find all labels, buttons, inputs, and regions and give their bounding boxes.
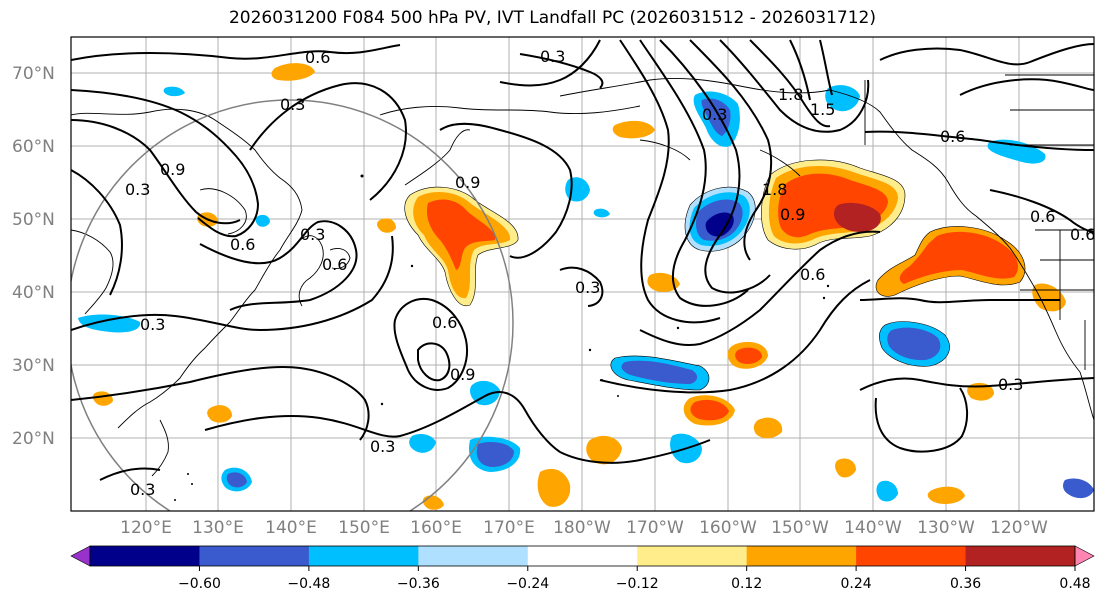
contour-labels: 0.6 0.3 0.3 0.6 0.9 0.3 0.6 0.9 0.3 0.6 … [125,47,1095,499]
contour-label: 0.3 [370,437,395,456]
colorbar-segment [527,546,638,566]
contour-label: 1.5 [810,100,835,119]
lon-label: 170°E [483,518,535,538]
lat-label: 30°N [12,356,55,376]
colorbar-segment [856,546,967,566]
contour-label: 0.6 [230,235,255,254]
longitude-labels: 120°E 130°E 140°E 150°E 160°E 170°E 180°… [120,518,1048,538]
colorbar-segment [308,546,419,566]
lon-label: 120°W [990,518,1048,538]
anomaly-outlines [404,159,1026,391]
colorbar-segment [418,546,529,566]
contour-label: 0.6 [800,265,825,284]
contour-label: 0.3 [540,47,565,66]
colorbar-tick-label: 0.36 [950,576,981,592]
lon-label: 150°E [338,518,390,538]
latitude-labels: 70°N 60°N 50°N 40°N 30°N 20°N [12,64,55,449]
lat-label: 40°N [12,283,55,303]
contour-label: 0.3 [280,95,305,114]
colorbar-tick-label: −0.60 [178,576,221,592]
lon-label: 120°E [120,518,172,538]
contour-label: 0.9 [450,365,475,384]
map-frame [70,36,1095,512]
contour-label: 0.6 [432,313,457,332]
contour-label: 0.6 [322,255,347,274]
colorbar-tick-label: 0.48 [1059,576,1090,592]
colorbar: −0.60 −0.48 −0.36 −0.24 −0.12 0.12 0.24 0.36 0.4… [70,545,1095,592]
contour-label: 0.9 [160,160,185,179]
coastlines [71,74,1094,477]
lat-label: 70°N [12,64,55,84]
pv-contours [71,39,1094,481]
map-title: 2026031200 F084 500 hPa PV, IVT Landfall… [228,8,876,28]
colorbar-segment [746,546,857,566]
lat-label: 50°N [12,210,55,230]
contour-label: 0.6 [1030,207,1055,226]
colorbar-extension-high [1074,545,1095,567]
colorbar-tick-label: −0.48 [287,576,330,592]
contour-label: 0.6 [305,48,330,67]
contour-label: 0.3 [300,225,325,244]
colorbar-tick-label: 0.24 [841,576,872,592]
lon-label: 180°W [553,518,611,538]
colorbar-segment [637,546,748,566]
lon-label: 140°W [844,518,902,538]
lat-label: 20°N [12,429,55,449]
lon-label: 150°W [771,518,829,538]
lon-label: 130°E [192,518,244,538]
contour-label: 0.6 [940,127,965,146]
contour-label: 0.6 [1070,225,1095,244]
graticule [71,37,1094,511]
lon-label: 160°E [410,518,462,538]
contour-label: 0.9 [780,205,805,224]
contour-label: 0.3 [575,278,600,297]
lon-label: 160°W [699,518,757,538]
positive-anomaly-shading [92,63,1066,510]
contour-label: 0.9 [455,173,480,192]
contour-label: 0.3 [140,315,165,334]
colorbar-tick-label: −0.12 [616,576,659,592]
lon-label: 170°W [626,518,684,538]
colorbar-tick-label: −0.24 [506,576,549,592]
contour-label: 0.3 [702,105,727,124]
colorbar-border [89,545,1076,567]
contour-label: 0.3 [130,480,155,499]
colorbar-extension-low [70,545,91,567]
lon-label: 140°E [265,518,317,538]
lon-label: 130°W [917,518,975,538]
contour-label: 1.8 [762,180,787,199]
contour-label: 0.3 [998,375,1023,394]
landfall-region-circle [71,99,514,511]
colorbar-tick-label: −0.36 [397,576,440,592]
colorbar-segment [90,546,200,566]
contour-label: 0.3 [125,180,150,199]
colorbar-segment [199,546,310,566]
colorbar-segment [965,546,1076,566]
lat-label: 60°N [12,137,55,157]
contour-label: 1.8 [778,85,803,104]
colorbar-tick-label: 0.12 [731,576,762,592]
